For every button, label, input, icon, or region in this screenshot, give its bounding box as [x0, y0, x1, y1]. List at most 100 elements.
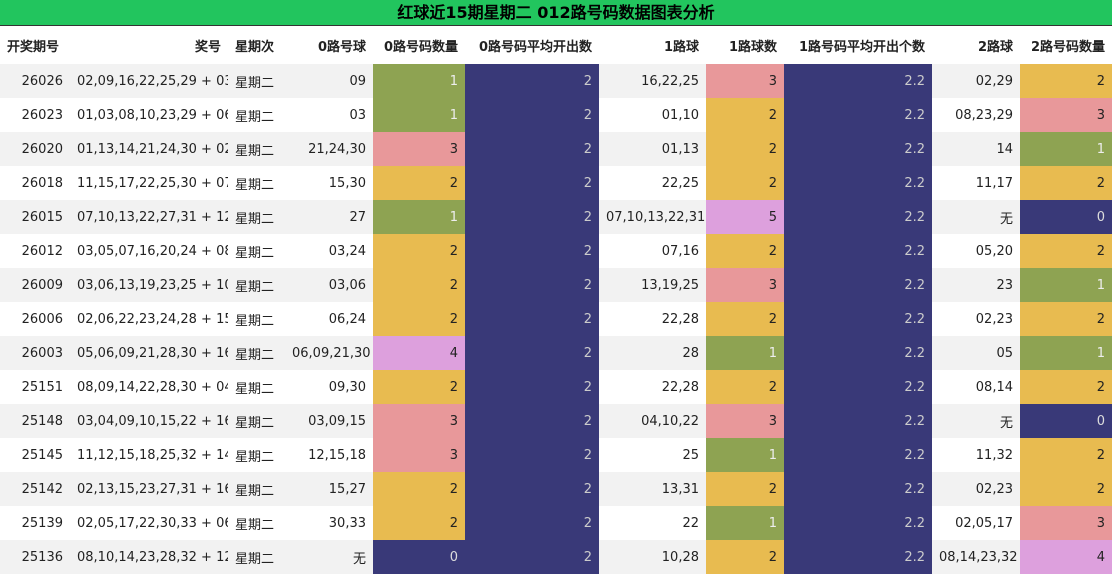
- cell: 2: [465, 438, 599, 472]
- cell: 02,05,17: [955, 515, 1013, 531]
- cell: 07,16: [661, 243, 699, 259]
- cell: 2: [465, 64, 599, 98]
- cell: 1: [373, 200, 465, 234]
- cell: 14: [932, 132, 1020, 166]
- cell: 21,24,30: [285, 132, 373, 166]
- cell: 01,13: [599, 132, 706, 166]
- cell: 23: [932, 268, 1020, 302]
- cell: 2: [465, 200, 599, 234]
- cell: 05: [932, 336, 1020, 370]
- header-cell: 1路球数: [728, 39, 777, 55]
- cell: 02,23: [932, 472, 1020, 506]
- cell: 28: [599, 336, 706, 370]
- cell: 2: [465, 370, 599, 404]
- cell: 星期二: [228, 336, 285, 370]
- cell: 2.2: [784, 302, 932, 336]
- cell: 07,10,13,22,31: [599, 200, 706, 234]
- cell: 02,05,17,22,30,33 + 06: [77, 515, 228, 531]
- cell: 25151: [21, 379, 63, 395]
- cell: 26012: [21, 243, 63, 259]
- cell: 06,09,21,30: [285, 336, 373, 370]
- header-cell: 2路号码数量: [1030, 39, 1105, 55]
- row: 25142 02,13,15,23,27,31 + 16 星期二 15,27 2 2 13,…: [0, 472, 1112, 506]
- cell: 2: [465, 506, 599, 540]
- cell: 2.2: [784, 506, 932, 540]
- cell: 2: [465, 234, 599, 268]
- row: 26009 03,06,13,19,23,25 + 10 星期二 03,06 2 2 13,…: [0, 268, 1112, 302]
- row: 25148 03,04,09,10,15,22 + 16 星期二 03,09,15 3 2…: [0, 404, 1112, 438]
- header-cell: 奖号: [194, 39, 221, 55]
- row: 25139 02,05,17,22,30,33 + 06 星期二 30,33 2 2 22 1…: [0, 506, 1112, 540]
- cell: 3: [1020, 98, 1112, 132]
- cell: 1: [1020, 336, 1112, 370]
- cell: 2: [465, 540, 599, 574]
- row: 26018 11,15,17,22,25,30 + 07 星期二 15,30 2 2 22,…: [0, 166, 1112, 200]
- header-cell: 0路号码平均开出数: [478, 39, 592, 55]
- cell: 星期二: [228, 404, 285, 438]
- cell: 0: [1020, 200, 1112, 234]
- cell: 03,04,09,10,15,22 + 16: [70, 404, 228, 438]
- cell: 30,33: [328, 515, 366, 531]
- cell: 26023: [21, 107, 63, 123]
- cell: 25136: [0, 540, 70, 574]
- cell: 26015: [0, 200, 70, 234]
- cell: 2.2: [784, 268, 932, 302]
- cell: 13,31: [599, 472, 706, 506]
- cell: 11,32: [975, 447, 1013, 463]
- cell: 02,23: [975, 311, 1013, 327]
- cell: 25142: [0, 472, 70, 506]
- row: 25151 08,09,14,22,28,30 + 04 星期二 09,30 2 2 22,…: [0, 370, 1112, 404]
- cell: 2: [465, 404, 599, 438]
- header-cell: 0路号码数量: [383, 39, 458, 55]
- cell: 1: [373, 64, 465, 98]
- cell: 星期二: [235, 449, 275, 465]
- cell: 3: [706, 64, 784, 98]
- cell: 25: [682, 447, 699, 463]
- cell: 03,09,15: [285, 404, 373, 438]
- cell: 2: [465, 268, 599, 302]
- cell: 01,03,08,10,23,29 + 06: [77, 107, 228, 123]
- cell: 2: [706, 472, 784, 506]
- cell: 2: [706, 132, 784, 166]
- cell: 4: [1020, 540, 1112, 574]
- cell: 15,27: [285, 472, 373, 506]
- row: 26003 05,06,09,21,28,30 + 16 星期二 06,09,21,3…: [0, 336, 1112, 370]
- cell: 2: [1020, 370, 1112, 404]
- cell: 星期二: [235, 517, 275, 533]
- cell: 2: [465, 336, 599, 370]
- cell: 1: [1020, 132, 1112, 166]
- cell: 2: [1020, 166, 1112, 200]
- cell: 02,13,15,23,27,31 + 16: [70, 472, 228, 506]
- cell: 2: [373, 302, 465, 336]
- row: 26020 01,13,14,21,24,30 + 02 星期二 21,24,30 3 2…: [0, 132, 1112, 166]
- cell: 2.2: [784, 438, 932, 472]
- cell: 2: [1020, 472, 1112, 506]
- cell: 10,28: [599, 540, 706, 574]
- cell: 无: [932, 200, 1020, 234]
- cell: 2.2: [784, 132, 932, 166]
- cell: 2: [706, 540, 784, 574]
- cell: 5: [706, 200, 784, 234]
- cell: 11,15,17,22,25,30 + 07: [77, 175, 228, 191]
- cell: 2: [465, 302, 599, 336]
- cell: 06,24: [328, 311, 366, 327]
- cell: 4: [373, 336, 465, 370]
- cell: 12,15,18: [308, 447, 366, 463]
- cell: 星期二: [228, 268, 285, 302]
- row: 25145 11,12,15,18,25,32 + 14 星期二 12,15,18 3 2…: [0, 438, 1112, 472]
- cell: 04,10,22: [599, 404, 706, 438]
- cell: 05,20: [975, 243, 1013, 259]
- cell: 11,17: [975, 175, 1013, 191]
- cell: 27: [285, 200, 373, 234]
- cell: 05,06,09,21,28,30 + 16: [70, 336, 228, 370]
- cell: 星期二: [228, 132, 285, 166]
- header-cell: 1路号码平均开出个数: [798, 39, 925, 55]
- cell: 星期二: [235, 245, 275, 261]
- cell: 02,29: [932, 64, 1020, 98]
- cell: 09: [285, 64, 373, 98]
- cell: 25148: [0, 404, 70, 438]
- cell: 1: [706, 336, 784, 370]
- cell: 2.2: [784, 472, 932, 506]
- cell: 2.2: [784, 166, 932, 200]
